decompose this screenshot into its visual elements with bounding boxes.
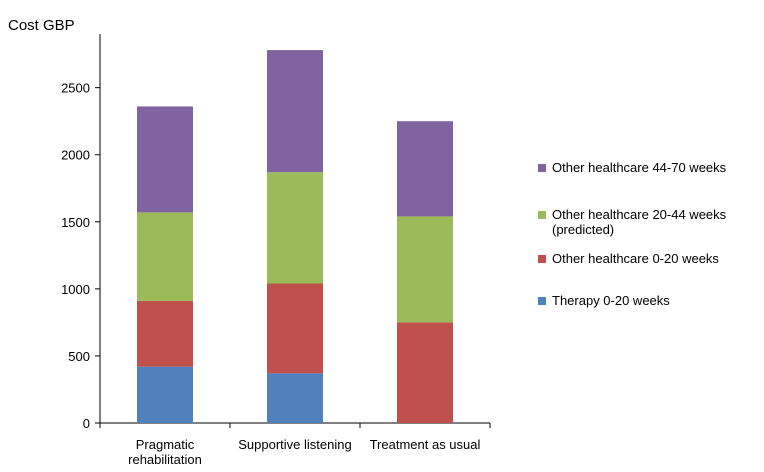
legend-label: Other healthcare 0-20 weeks (552, 251, 719, 266)
x-tick-label: Treatment as usual (369, 437, 481, 452)
legend-label: Therapy 0-20 weeks (552, 293, 670, 308)
y-tick-label: 1000 (61, 282, 90, 297)
bar-segment (267, 172, 323, 284)
bar-segment (397, 216, 453, 323)
legend-swatch (538, 164, 546, 172)
bar-segment (137, 300, 193, 367)
y-axis-title: Cost GBP (8, 17, 75, 34)
bar-segment (267, 50, 323, 173)
legend-label: Other healthcare 20-44 weeks (predicted) (552, 207, 727, 237)
y-tick-label: 500 (68, 349, 90, 364)
y-tick-label: 1500 (61, 215, 90, 230)
x-tick-label: Supportive listening (238, 437, 352, 452)
bar-segment (137, 106, 193, 213)
bar-segment (137, 366, 193, 423)
y-tick-label: 0 (83, 416, 90, 431)
x-tick-label: Pragmatic rehabilitation (128, 437, 202, 467)
bar-segment (267, 283, 323, 374)
legend-swatch (538, 211, 546, 219)
bar-segment (397, 121, 453, 217)
y-tick-label: 2000 (61, 148, 90, 163)
bar-segment (137, 212, 193, 301)
bar-segment (397, 322, 453, 423)
bar-segment (267, 373, 323, 423)
legend-swatch (538, 255, 546, 263)
legend-swatch (538, 297, 546, 305)
legend-label: Other healthcare 44-70 weeks (552, 160, 727, 175)
y-tick-label: 2500 (61, 81, 90, 96)
